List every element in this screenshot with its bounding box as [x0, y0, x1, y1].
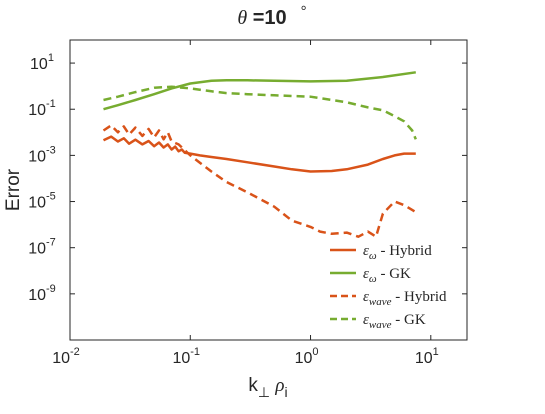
- x-tick-label: 101: [415, 346, 439, 367]
- y-tick-label: 10-9: [28, 283, 56, 304]
- x-tick-base: 10: [172, 350, 190, 367]
- series-lines: [102, 71, 417, 238]
- y-tick-base: 10: [28, 287, 46, 304]
- x-label-rho: ρ: [274, 375, 284, 396]
- x-label-sub-perp: ⊥: [258, 384, 270, 400]
- y-tick-label: 10-1: [28, 98, 56, 119]
- title-degree: °: [301, 3, 307, 20]
- x-label-k: k: [248, 375, 258, 396]
- legend-symbol: ε: [363, 266, 369, 282]
- y-tick-base: 10: [28, 102, 46, 119]
- y-tick-exp: -7: [46, 237, 56, 249]
- y-tick-label: 10-3: [28, 144, 56, 165]
- legend-label: - Hybrid: [392, 289, 447, 305]
- legend-entry-2: εwave - Hybrid: [363, 289, 447, 308]
- y-tick-base: 10: [28, 195, 46, 212]
- legend-label: - GK: [392, 312, 426, 328]
- x-label-sub-i: i: [284, 384, 287, 400]
- x-tick-exp: -1: [190, 346, 200, 358]
- y-tick-exp: -3: [46, 144, 56, 156]
- y-tick-exp: -1: [46, 98, 56, 110]
- x-tick-label: 10-1: [172, 346, 200, 367]
- y-tick-base: 10: [28, 241, 46, 258]
- x-tick-base: 10: [415, 350, 433, 367]
- title-value: =10: [247, 7, 286, 29]
- title-theta: θ: [237, 7, 247, 29]
- x-tick-label: 100: [295, 346, 319, 367]
- series-line-1: [103, 71, 416, 111]
- legend-symbol: ε: [363, 312, 369, 328]
- y-tick-label: 10-7: [28, 237, 56, 258]
- x-tick-base: 10: [295, 350, 313, 367]
- y-tick-exp: -5: [46, 191, 56, 203]
- x-tick-exp: 0: [312, 346, 318, 358]
- x-tick-exp: -2: [70, 346, 80, 358]
- y-tick-label: 101: [30, 52, 54, 73]
- y-tick-base: 10: [28, 148, 46, 165]
- legend-entry-3: εwave - GK: [363, 312, 426, 331]
- legend-entry-1: εω - GK: [363, 266, 411, 285]
- series-line-0: [102, 135, 416, 173]
- y-tick-exp: 1: [48, 52, 54, 64]
- x-tick-base: 10: [52, 350, 70, 367]
- legend-subscript: wave: [369, 319, 392, 331]
- y-axis-label: Error: [3, 168, 24, 211]
- legend-symbol: ε: [363, 289, 369, 305]
- series-line-3: [103, 85, 417, 140]
- chart-title: θ =10 °: [237, 3, 306, 29]
- y-tick-exp: -9: [46, 283, 56, 295]
- plot-area: [69, 39, 468, 341]
- legend-entry-0: εω - Hybrid: [363, 243, 432, 262]
- svg-text:θ =10°: θ =10 °: [237, 3, 306, 29]
- legend-label: - GK: [377, 266, 411, 282]
- x-tick-label: 10-2: [52, 346, 80, 367]
- x-tick-exp: 1: [433, 346, 439, 358]
- series-line-2: [102, 124, 417, 238]
- legend-subscript: ω: [369, 250, 377, 262]
- legend-label: - Hybrid: [377, 243, 432, 259]
- legend-symbol: ε: [363, 243, 369, 259]
- legend-subscript: wave: [369, 296, 392, 308]
- x-axis-label: k⊥ ρi: [248, 375, 287, 400]
- y-tick-label: 10-5: [28, 191, 56, 212]
- y-tick-base: 10: [30, 56, 48, 73]
- legend-subscript: ω: [369, 273, 377, 285]
